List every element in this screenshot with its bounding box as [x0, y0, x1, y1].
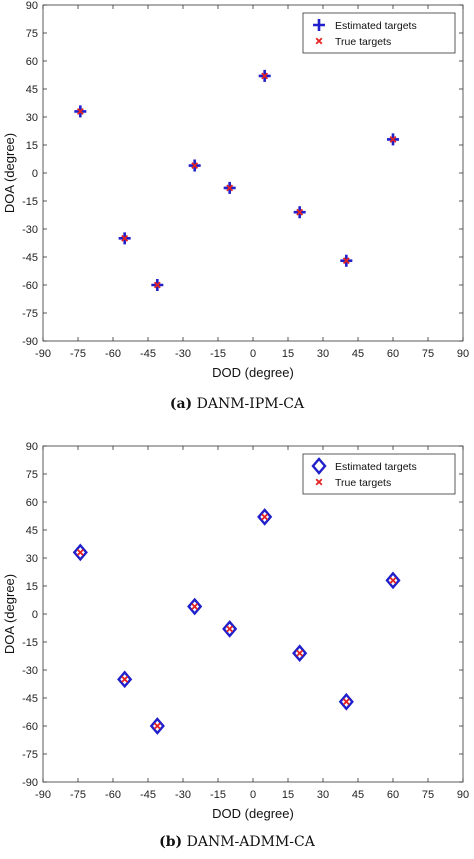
data-point	[226, 184, 234, 192]
x-tick-label: 60	[387, 348, 399, 360]
caption-b-tag: (b)	[159, 834, 183, 850]
y-tick-label: -60	[22, 721, 38, 733]
x-tick-label: 15	[282, 789, 294, 801]
caption-a-text: DANM-IPM-CA	[196, 396, 305, 412]
y-tick-label: -45	[22, 693, 38, 705]
y-tick-label: 30	[26, 112, 38, 124]
legend-entry: True targets	[335, 36, 391, 48]
y-tick-label: -15	[22, 196, 38, 208]
y-tick-label: -75	[22, 749, 38, 761]
plot-panel-2: -90 -75 -60 -45 -30 -15 0 15 30 45 60 75 90 90 75 60 45 3…	[2, 441, 469, 821]
x-tick-label: -30	[175, 789, 191, 801]
x-tick-label: 15	[282, 348, 294, 360]
data-point	[153, 281, 161, 289]
data-point	[121, 234, 129, 242]
x-axis-label: DOD (degree)	[212, 806, 294, 821]
y-tick-label: 75	[26, 28, 38, 40]
y-tick-label: 60	[26, 497, 38, 509]
x-tick-label: -30	[175, 348, 191, 360]
legend-entry: Estimated targets	[335, 461, 417, 473]
y-tick-label: 15	[26, 140, 38, 152]
y-tick-label: -45	[22, 252, 38, 264]
legend-marker	[315, 478, 323, 486]
data-point	[76, 548, 84, 556]
data-point	[191, 603, 199, 610]
legend: Estimated targets True targets	[302, 453, 456, 495]
legend: Estimated targets True targets	[302, 12, 456, 54]
series-2	[76, 513, 397, 730]
x-tick-label: -45	[140, 789, 156, 801]
y-tick-label: -60	[22, 280, 38, 292]
legend-entry: True targets	[335, 477, 391, 489]
data-point	[342, 698, 350, 706]
legend-marker	[313, 19, 325, 31]
y-tick-label: 0	[32, 168, 38, 180]
data-point	[389, 135, 397, 143]
x-tick-label: 60	[387, 789, 399, 801]
series-2	[76, 72, 397, 289]
y-tick-label: 75	[26, 469, 38, 481]
data-point	[191, 162, 199, 169]
x-tick-label: 0	[250, 348, 256, 360]
y-axis-label: DOA (degree)	[2, 133, 17, 213]
y-tick-label: 90	[26, 0, 38, 12]
data-point	[226, 625, 234, 633]
x-axis-label: DOD (degree)	[212, 365, 294, 380]
legend-marker	[315, 37, 323, 45]
data-point	[76, 107, 84, 115]
caption-a: (a) DANM-IPM-CA	[0, 396, 474, 412]
x-tick-label: -15	[210, 348, 226, 360]
plot-panel-1: -90 -75 -60 -45 -30 -15 0 15 30 45 60 75 90 90 75 60 45 3…	[2, 0, 469, 380]
data-point	[389, 576, 397, 584]
data-point	[261, 72, 269, 80]
x-tick-label: -15	[210, 789, 226, 801]
y-tick-label: 45	[26, 525, 38, 537]
x-tick-label: 30	[317, 348, 329, 360]
x-tick-label: -75	[70, 348, 86, 360]
legend-box	[302, 453, 456, 495]
x-tick-label: 45	[352, 348, 364, 360]
x-tick-label: 30	[317, 789, 329, 801]
y-tick-label: -90	[22, 777, 38, 789]
y-tick-label: -75	[22, 308, 38, 320]
caption-a-tag: (a)	[169, 396, 193, 412]
x-tick-label: -45	[140, 348, 156, 360]
y-tick-label: -30	[22, 665, 38, 677]
data-point	[261, 513, 269, 521]
x-tick-label: 75	[422, 789, 434, 801]
legend-entry: Estimated targets	[335, 20, 417, 32]
y-tick-label: 90	[26, 441, 38, 453]
data-point	[296, 649, 304, 657]
y-tick-label: -15	[22, 637, 38, 649]
y-tick-label: -30	[22, 224, 38, 236]
x-tick-label: 45	[352, 789, 364, 801]
caption-b-text: DANM-ADMM-CA	[186, 834, 315, 850]
x-tick-label: -90	[35, 789, 51, 801]
plot-area	[42, 4, 464, 342]
legend-marker	[311, 457, 327, 475]
caption-b: (b) DANM-ADMM-CA	[0, 834, 474, 850]
legend-box	[302, 12, 456, 54]
y-tick-label: 60	[26, 56, 38, 68]
data-point	[121, 675, 129, 683]
y-tick-label: 15	[26, 581, 38, 593]
x-tick-label: 90	[457, 789, 469, 801]
y-tick-label: -90	[22, 336, 38, 348]
plot-area	[42, 445, 464, 783]
x-tick-label: -60	[105, 348, 121, 360]
x-tick-label: -60	[105, 789, 121, 801]
y-tick-label: 30	[26, 553, 38, 565]
x-tick-label: 90	[457, 348, 469, 360]
data-point	[153, 722, 161, 730]
x-tick-label: -90	[35, 348, 51, 360]
x-tick-label: 75	[422, 348, 434, 360]
x-tick-label: 0	[250, 789, 256, 801]
y-tick-label: 45	[26, 84, 38, 96]
x-tick-label: -75	[70, 789, 86, 801]
y-axis-label: DOA (degree)	[2, 574, 17, 654]
y-tick-label: 0	[32, 609, 38, 621]
data-point	[296, 208, 304, 216]
data-point	[342, 257, 350, 265]
